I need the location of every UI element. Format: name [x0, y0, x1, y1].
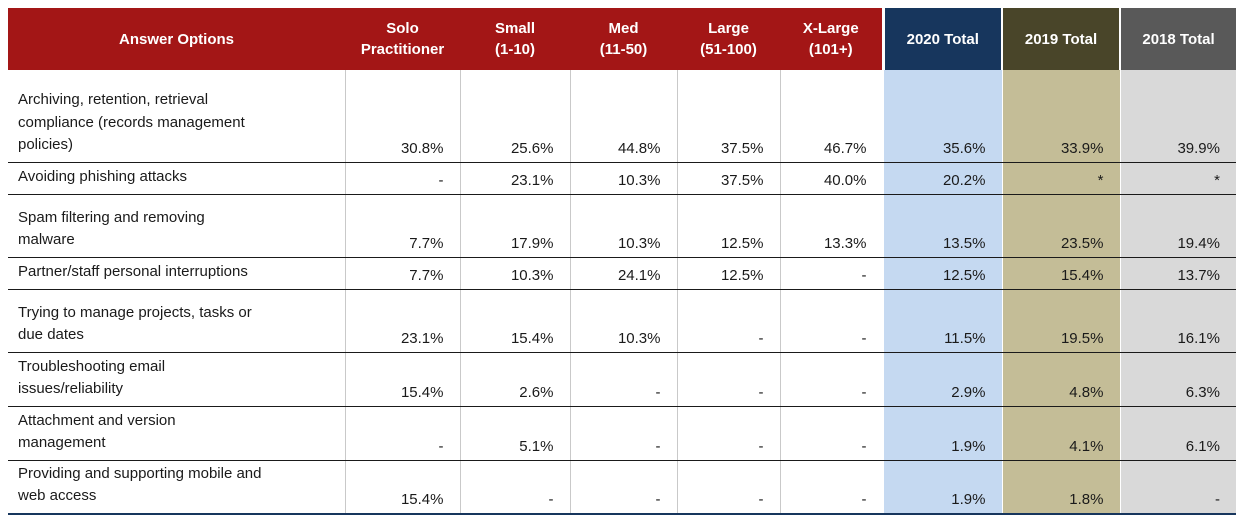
- column-header-xlarge: X-Large (101+): [780, 8, 883, 70]
- cell-small: 5.1%: [459, 406, 570, 461]
- cell-med: 10.3%: [569, 162, 677, 195]
- survey-results-table: Answer Options Solo Practitioner Small (…: [8, 8, 1236, 515]
- table-body: Archiving, retention, retrieval complian…: [8, 70, 1236, 515]
- cell-med: -: [569, 352, 677, 407]
- cell-2020-total: 11.5%: [882, 289, 1002, 353]
- cell-large: 12.5%: [676, 257, 780, 290]
- table-row: Partner/staff personal interruptions 7.7%…: [8, 257, 1236, 290]
- cell-large: -: [676, 406, 780, 461]
- cell-xlarge: -: [779, 289, 883, 353]
- cell-xlarge: -: [779, 257, 883, 290]
- cell-2020-total: 2.9%: [882, 352, 1002, 407]
- cell-2019-total: 33.9%: [1001, 70, 1120, 163]
- cell-solo: -: [344, 406, 460, 461]
- column-header-solo-practitioner: Solo Practitioner: [345, 8, 460, 70]
- table-header: Answer Options Solo Practitioner Small (…: [8, 8, 1236, 70]
- cell-2019-total: 1.8%: [1001, 460, 1120, 515]
- cell-solo: -: [344, 162, 460, 195]
- cell-2018-total: 6.1%: [1119, 406, 1236, 461]
- cell-large: 37.5%: [676, 70, 780, 163]
- cell-small: -: [459, 460, 570, 515]
- cell-med: 10.3%: [569, 194, 677, 258]
- cell-2020-total: 1.9%: [882, 406, 1002, 461]
- cell-solo: 7.7%: [344, 257, 460, 290]
- cell-2019-total: 19.5%: [1001, 289, 1120, 353]
- cell-large: -: [676, 460, 780, 515]
- cell-small: 25.6%: [459, 70, 570, 163]
- cell-small: 17.9%: [459, 194, 570, 258]
- cell-xlarge: -: [779, 460, 883, 515]
- cell-small: 10.3%: [459, 257, 570, 290]
- cell-2020-total: 13.5%: [882, 194, 1002, 258]
- cell-2020-total: 20.2%: [882, 162, 1002, 195]
- cell-2018-total: -: [1119, 460, 1236, 515]
- answer-option-label: Archiving, retention, retrieval complian…: [8, 70, 345, 163]
- table-row: Troubleshooting email issues/reliability…: [8, 352, 1236, 407]
- cell-2019-total: *: [1001, 162, 1120, 195]
- column-header-2020-total: 2020 Total: [881, 8, 1002, 70]
- column-header-large: Large (51-100): [677, 8, 780, 70]
- cell-xlarge: -: [779, 352, 883, 407]
- answer-option-label: Attachment and version management: [8, 406, 345, 461]
- table-row: Providing and supporting mobile and web …: [8, 460, 1236, 515]
- answer-option-label: Partner/staff personal interruptions: [8, 257, 345, 290]
- answer-option-label: Troubleshooting email issues/reliability: [8, 352, 345, 407]
- cell-med: -: [569, 406, 677, 461]
- cell-med: 24.1%: [569, 257, 677, 290]
- cell-solo: 15.4%: [344, 460, 460, 515]
- cell-solo: 15.4%: [344, 352, 460, 407]
- cell-2018-total: 16.1%: [1119, 289, 1236, 353]
- answer-option-label: Providing and supporting mobile and web …: [8, 460, 345, 515]
- cell-2019-total: 4.1%: [1001, 406, 1120, 461]
- cell-xlarge: 46.7%: [779, 70, 883, 163]
- column-header-2018-total: 2018 Total: [1119, 8, 1236, 70]
- cell-solo: 23.1%: [344, 289, 460, 353]
- answer-option-label: Trying to manage projects, tasks or due …: [8, 289, 345, 353]
- cell-2019-total: 4.8%: [1001, 352, 1120, 407]
- cell-xlarge: 40.0%: [779, 162, 883, 195]
- cell-2020-total: 12.5%: [882, 257, 1002, 290]
- cell-2020-total: 35.6%: [882, 70, 1002, 163]
- cell-2020-total: 1.9%: [882, 460, 1002, 515]
- cell-2018-total: 6.3%: [1119, 352, 1236, 407]
- cell-med: 10.3%: [569, 289, 677, 353]
- cell-xlarge: -: [779, 406, 883, 461]
- column-header-small: Small (1-10): [460, 8, 570, 70]
- cell-2018-total: *: [1119, 162, 1236, 195]
- table-row: Attachment and version management -5.1% - -…: [8, 406, 1236, 461]
- cell-med: -: [569, 460, 677, 515]
- cell-large: -: [676, 352, 780, 407]
- cell-xlarge: 13.3%: [779, 194, 883, 258]
- cell-large: -: [676, 289, 780, 353]
- cell-med: 44.8%: [569, 70, 677, 163]
- cell-2018-total: 19.4%: [1119, 194, 1236, 258]
- cell-large: 12.5%: [676, 194, 780, 258]
- cell-small: 2.6%: [459, 352, 570, 407]
- header-row: Answer Options Solo Practitioner Small (…: [8, 8, 1236, 70]
- cell-solo: 7.7%: [344, 194, 460, 258]
- table-row: Avoiding phishing attacks -23.1% 10.3% 37.5…: [8, 162, 1236, 195]
- cell-2018-total: 13.7%: [1119, 257, 1236, 290]
- table-row: Trying to manage projects, tasks or due …: [8, 289, 1236, 353]
- cell-small: 23.1%: [459, 162, 570, 195]
- column-header-answer-options: Answer Options: [8, 8, 345, 70]
- table-row: Spam filtering and removing malware 7.7% 1…: [8, 194, 1236, 258]
- column-header-med: Med (11-50): [570, 8, 677, 70]
- answer-option-label: Spam filtering and removing malware: [8, 194, 345, 258]
- table-row: Archiving, retention, retrieval complian…: [8, 70, 1236, 163]
- column-header-2019-total: 2019 Total: [1001, 8, 1120, 70]
- cell-2019-total: 23.5%: [1001, 194, 1120, 258]
- answer-option-label: Avoiding phishing attacks: [8, 162, 345, 195]
- cell-small: 15.4%: [459, 289, 570, 353]
- cell-2019-total: 15.4%: [1001, 257, 1120, 290]
- cell-2018-total: 39.9%: [1119, 70, 1236, 163]
- cell-solo: 30.8%: [344, 70, 460, 163]
- cell-large: 37.5%: [676, 162, 780, 195]
